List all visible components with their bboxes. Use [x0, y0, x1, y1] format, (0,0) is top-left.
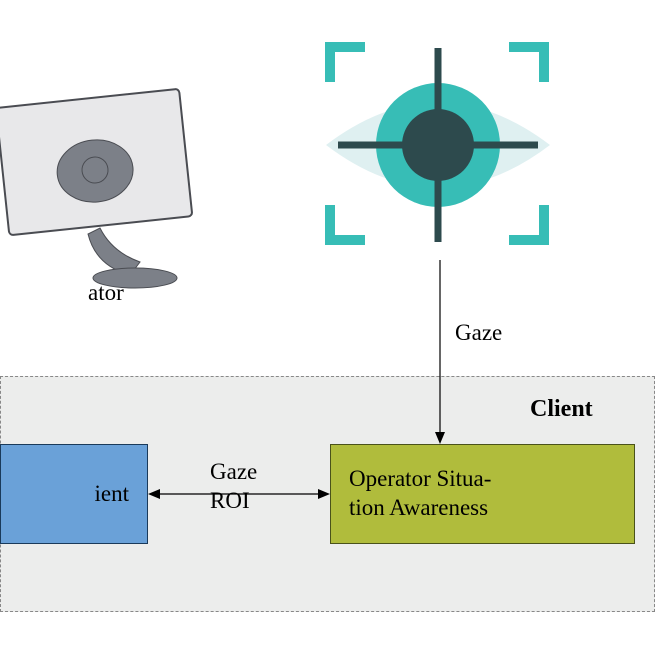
eye-tracker-icon [326, 47, 550, 242]
edge-gaze-label: Gaze [455, 320, 502, 346]
roi-label-line1: Gaze [210, 458, 257, 487]
monitor-icon [0, 89, 192, 288]
edge-gaze-roi-label: Gaze ROI [210, 458, 257, 516]
roi-label-line2: ROI [210, 487, 257, 516]
svg-overlay [0, 0, 655, 655]
monitor-label-suffix: ator [88, 280, 124, 306]
edge-gaze [435, 260, 445, 444]
